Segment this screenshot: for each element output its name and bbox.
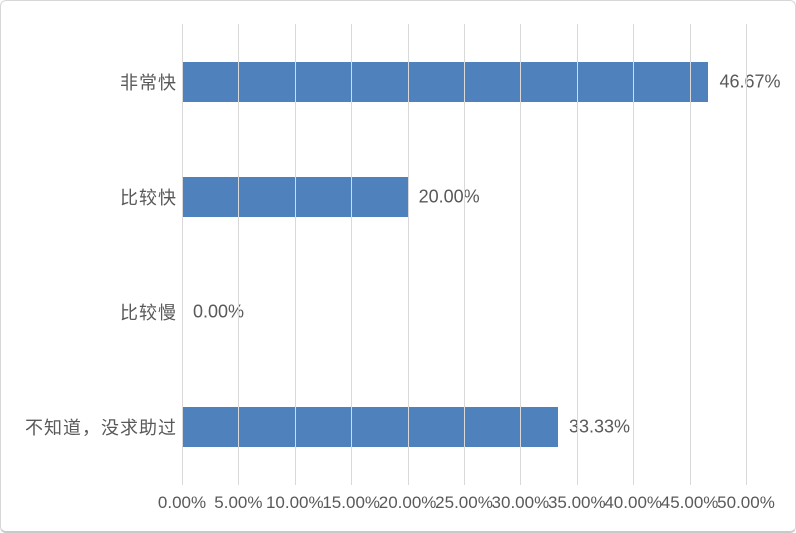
- gridline: [407, 24, 409, 485]
- data-label: 46.67%: [719, 71, 781, 92]
- gridline: [351, 24, 353, 485]
- x-axis-tick-label: 5.00%: [214, 493, 263, 512]
- x-axis-tick-label: 0.00%: [157, 493, 207, 512]
- data-label: 0.00%: [193, 301, 245, 322]
- category-label: 非常快: [120, 72, 177, 93]
- gridline: [238, 24, 240, 485]
- data-label: 33.33%: [568, 416, 631, 437]
- x-axis-tick-label: 35.00%: [547, 493, 606, 512]
- x-axis-tick-label: 15.00%: [322, 493, 381, 512]
- gridline: [689, 24, 691, 485]
- category-label: 比较慢: [120, 303, 177, 324]
- gridline: [576, 24, 578, 485]
- x-axis-tick-label: 20.00%: [378, 493, 437, 512]
- x-axis-tick-label: 50.00%: [717, 493, 775, 512]
- x-axis-tick-label: 40.00%: [604, 493, 663, 512]
- x-axis-tick-label: 30.00%: [491, 493, 550, 512]
- gridline: [520, 24, 522, 485]
- gridline: [464, 24, 465, 485]
- plot-rows: 非常快 46.67% 比较快 20.00% 比较慢 0.00% 不知道，没求助过 33.33%: [1, 24, 795, 485]
- gridline: [746, 24, 747, 485]
- gridline: [182, 24, 183, 485]
- gridline: [294, 24, 296, 485]
- x-axis-tick-label: 10.00%: [265, 493, 324, 512]
- x-axis-tick-label: 25.00%: [435, 493, 493, 512]
- bar-1: [182, 61, 709, 102]
- bar-row: 不知道，没求助过 33.33%: [1, 370, 795, 485]
- x-axis-tick-label: 45.00%: [660, 493, 719, 512]
- category-label: 不知道，没求助过: [25, 418, 177, 439]
- bar-row: 比较慢 0.00%: [1, 255, 795, 370]
- data-label: 20.00%: [418, 186, 480, 207]
- bar-4: [182, 407, 558, 448]
- gridline: [633, 24, 635, 485]
- category-label: 比较快: [120, 187, 177, 208]
- bar-row: 非常快 46.67%: [1, 24, 795, 139]
- bar-row: 比较快 20.00%: [1, 139, 795, 254]
